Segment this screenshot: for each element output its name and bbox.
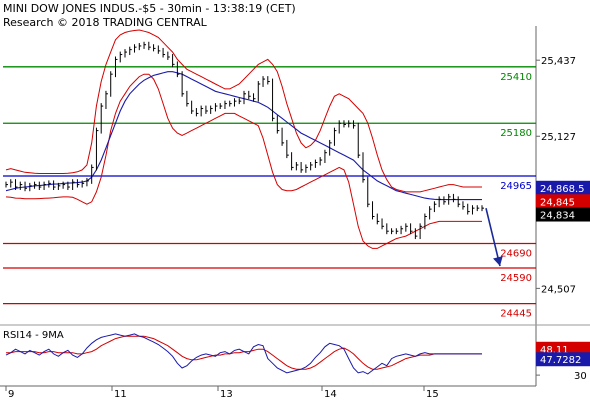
level-label-25180: 25180 [500, 128, 532, 139]
rsi-label: RSI14 - 9MA [3, 330, 64, 341]
price-tag-label: 24,845 [540, 197, 575, 208]
price-tick-label: 25,437 [541, 56, 576, 67]
price-tag-label: 24,834 [540, 211, 575, 222]
rsi-line [5, 333, 482, 375]
time-tick-label: 14 [324, 389, 337, 400]
forecast-arrow-shaft [485, 207, 501, 267]
level-label-24590: 24590 [500, 273, 532, 284]
time-tick-label: 13 [220, 389, 233, 400]
level-label-24690: 24690 [500, 248, 532, 259]
rsi-ma-line [6, 335, 482, 370]
rsi-tick-label: 30 [574, 371, 587, 382]
price-tag-label: 24,868.5 [540, 184, 585, 195]
time-tick-label: 15 [426, 389, 439, 400]
time-tick-label: 11 [114, 389, 127, 400]
rsi-tag [536, 352, 590, 367]
time-tick-label: 9 [8, 389, 14, 400]
price-tag [536, 194, 590, 209]
forecast-arrow-head [493, 256, 503, 267]
level-label-24965: 24965 [500, 181, 532, 192]
bollinger-lower-line [5, 73, 482, 249]
research-credit: Research © 2018 TRADING CENTRAL [3, 16, 207, 29]
bollinger-upper-line [5, 29, 482, 193]
chart-title: MINI DOW JONES INDUS.-$5 - 30min - 13:38… [3, 2, 296, 15]
price-tick-label: 25,127 [541, 132, 576, 143]
rsi-tag-label: 48.11 [540, 345, 569, 356]
rsi-tag-label: 47.7282 [540, 355, 581, 366]
price-bars [5, 41, 484, 240]
price-tick-label: 24,507 [541, 284, 576, 295]
price-tag [536, 180, 590, 195]
level-label-25410: 25410 [500, 72, 532, 83]
price-tag [536, 207, 590, 222]
level-label-24445: 24445 [500, 309, 532, 320]
